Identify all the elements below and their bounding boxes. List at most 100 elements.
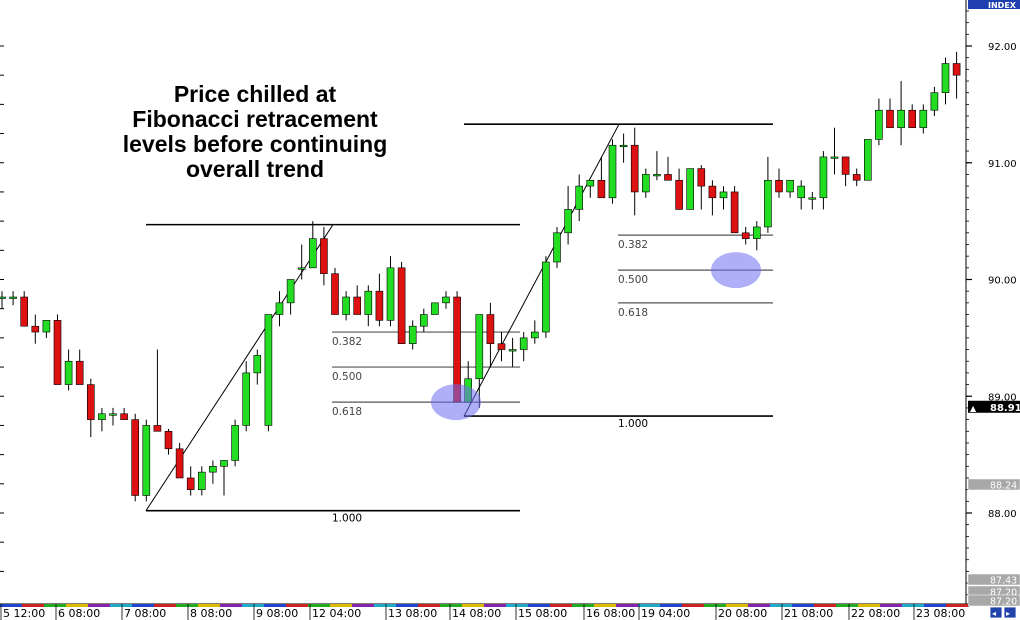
instrument-tag	[968, 0, 1020, 9]
session-strip	[0, 604, 22, 607]
session-strip	[550, 604, 572, 607]
bullish-candle	[142, 425, 151, 496]
bearish-candle	[597, 179, 606, 199]
fib-level-label: 0.500	[618, 274, 648, 286]
bullish-candle	[364, 290, 373, 315]
bullish-candle	[519, 337, 528, 350]
fib-level-label: 0.382	[332, 336, 362, 348]
bullish-candle	[797, 185, 806, 199]
time-tick-label: 21 08:00	[784, 607, 833, 620]
fib-touch-highlight	[711, 252, 761, 289]
session-strip	[242, 604, 264, 607]
bullish-candle	[286, 279, 295, 304]
bullish-candle	[9, 296, 17, 299]
fib-touch-highlight	[431, 384, 481, 421]
bullish-candle	[530, 331, 539, 339]
session-strip	[946, 604, 968, 607]
bullish-candle	[508, 349, 517, 352]
session-strip	[682, 604, 704, 607]
side-price-box	[967, 573, 1020, 586]
price-tick-label: 92.00	[988, 42, 1017, 53]
bullish-candle	[0, 296, 6, 299]
side-price-label: 88.24	[990, 480, 1017, 491]
session-strip	[880, 604, 902, 607]
bearish-candle	[320, 238, 328, 274]
bearish-candle	[53, 320, 62, 385]
session-strip	[308, 604, 330, 607]
annotation-line: overall trend	[185, 156, 325, 182]
scroll-left-button[interactable]	[989, 606, 1003, 619]
session-strip	[176, 604, 198, 607]
session-strip	[396, 604, 418, 607]
price-tick-label: 88.00	[988, 509, 1017, 520]
bullish-candle	[863, 139, 872, 181]
bearish-candle	[852, 174, 861, 181]
bullish-candle	[253, 355, 262, 374]
bullish-candle	[275, 302, 284, 315]
side-price-box	[967, 478, 1020, 491]
bullish-candle	[608, 144, 617, 199]
bearish-candle	[630, 144, 639, 193]
price-tick-label: 90.00	[988, 276, 1017, 287]
price-tick-label: 91.00	[988, 159, 1017, 170]
side-price-label: 87.20	[990, 597, 1017, 608]
bearish-candle	[397, 267, 406, 345]
highlight-layer	[431, 252, 761, 421]
session-strip	[484, 604, 506, 607]
session-strip	[88, 604, 110, 607]
annotation-line: Fibonacci retracement	[132, 106, 378, 132]
bullish-candle	[419, 314, 428, 327]
bearish-candle	[841, 156, 850, 175]
side-price-label: 87.43	[990, 576, 1017, 587]
bullish-candle	[42, 320, 51, 333]
bullish-candle	[386, 267, 395, 321]
session-strip	[506, 604, 528, 607]
bullish-candle	[553, 232, 561, 263]
session-strip	[792, 604, 814, 607]
session-strip	[462, 604, 484, 607]
fib-level-label: 1.000	[332, 513, 362, 525]
bullish-candle	[619, 144, 628, 148]
bullish-candle	[198, 471, 206, 490]
scroll-right-button[interactable]	[1003, 606, 1017, 619]
fib-level-label: 0.618	[332, 406, 362, 418]
time-tick-label: 15 08:00	[518, 607, 567, 620]
bullish-candle	[308, 238, 317, 269]
bullish-candle	[220, 460, 228, 467]
session-strip	[572, 604, 594, 607]
session-strip	[286, 604, 308, 607]
bullish-candle	[542, 261, 550, 333]
bearish-candle	[20, 296, 29, 327]
session-strip	[704, 604, 726, 607]
price-tick-label: 89.00	[988, 392, 1017, 403]
bearish-candle	[87, 384, 95, 420]
session-strip	[264, 604, 286, 607]
bearish-candle	[353, 296, 362, 315]
bullish-candle	[442, 296, 450, 304]
time-tick-label: 16 08:00	[586, 607, 635, 620]
time-tick-label: 13 08:00	[388, 607, 437, 620]
bearish-candle	[75, 360, 84, 385]
chart-annotation: Price chilled at Fibonacci retracement l…	[90, 82, 420, 182]
session-strip	[836, 604, 858, 607]
bullish-candle	[242, 372, 250, 426]
bearish-candle	[153, 425, 162, 432]
bearish-candle	[120, 413, 128, 420]
fib-level-label: 1.000	[618, 418, 648, 430]
session-strip	[858, 604, 880, 607]
bullish-candle	[564, 209, 572, 234]
bearish-candle	[952, 63, 961, 76]
annotation-line: levels before continuing	[122, 131, 388, 157]
bearish-candle	[331, 273, 339, 315]
bullish-candle	[819, 156, 828, 199]
session-strip	[748, 604, 770, 607]
bearish-candle	[175, 448, 184, 479]
fib-level-label: 0.618	[618, 307, 648, 319]
session-strip	[374, 604, 396, 607]
bullish-candle	[941, 63, 950, 94]
bullish-candle	[752, 226, 761, 239]
side-price-label: 87.20	[990, 588, 1017, 599]
bullish-candle	[98, 413, 106, 420]
